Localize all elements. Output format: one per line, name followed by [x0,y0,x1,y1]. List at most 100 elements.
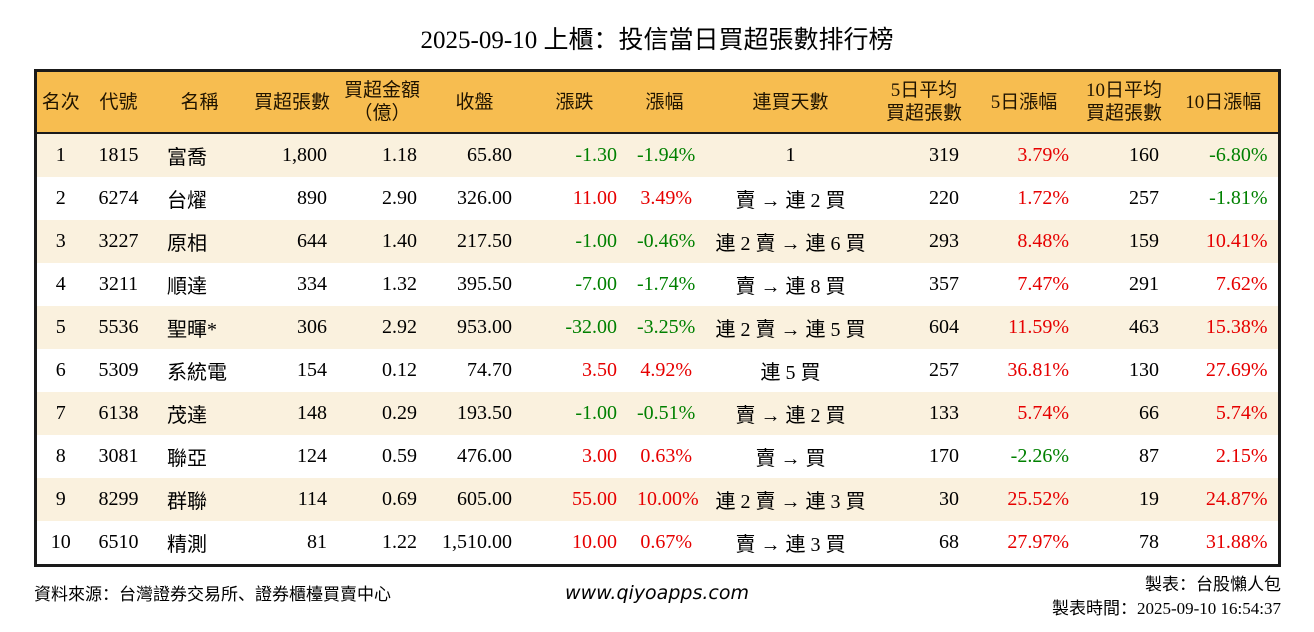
pct10-cell: 24.87% [1205,488,1268,510]
code-cell: 3081 [98,445,139,467]
rank-cell: 4 [55,273,66,295]
close-cell: 74.70 [467,359,512,381]
rank-cell: 6 [55,359,66,381]
header-close: 收盤 [427,70,522,134]
rank-cell: 3 [55,230,66,252]
data-source: 資料來源：台灣證券交易所、證券櫃檯買賣中心 [34,585,391,604]
net-buy-shares-cell: 1,800 [282,144,327,166]
pct5-cell: -2.26% [1010,445,1069,467]
header-avg5: 5日平均 買超張數 [879,70,969,134]
avg10-cell: 130 [1129,359,1159,381]
change-cell: -1.30 [575,144,617,166]
change-cell: -32.00 [565,316,617,338]
header-net-buy-amount: 買超金額 （億） [337,70,427,134]
change-pct-cell: -3.25% [637,316,696,338]
table-body: 1 1815 富喬 1,800 1.18 65.80 -1.30 -1.94% … [35,133,1279,566]
net-buy-shares-cell: 306 [297,316,327,338]
avg5-cell: 68 [939,531,959,553]
streak-cell: 連 2 賣 → 連 3 買 [715,491,866,513]
close-cell: 395.50 [457,273,512,295]
pct5-cell: 36.81% [1007,359,1069,381]
change-pct-cell: 10.00% [637,488,699,510]
pct10-cell: 31.88% [1205,531,1268,553]
table-row: 10 6510 精測 81 1.22 1,510.00 10.00 0.67% … [35,521,1279,566]
name-cell: 台燿 [167,190,207,212]
change-pct-cell: 3.49% [640,187,692,209]
net-buy-shares-cell: 334 [297,273,327,295]
avg10-cell: 291 [1129,273,1159,295]
header-name: 名稱 [152,70,247,134]
pct10-cell: 27.69% [1205,359,1268,381]
code-cell: 6510 [98,531,139,553]
net-buy-shares-cell: 890 [297,187,327,209]
code-cell: 6274 [98,187,139,209]
pct5-cell: 3.79% [1017,144,1069,166]
code-cell: 3227 [98,230,139,252]
name-cell: 順達 [167,276,207,298]
avg5-cell: 357 [929,273,959,295]
name-cell: 茂達 [167,405,207,427]
name-cell: 群聯 [167,491,207,513]
change-cell: -7.00 [575,273,617,295]
close-cell: 65.80 [467,144,512,166]
avg10-cell: 19 [1139,488,1159,510]
net-buy-shares-cell: 148 [297,402,327,424]
report-footer: 資料來源：台灣證券交易所、證券櫃檯買賣中心 www.qiyoapps.com 製… [0,572,1314,622]
table-row: 5 5536 聖暉* 306 2.92 953.00 -32.00 -3.25%… [35,306,1279,349]
net-buy-amount-cell: 1.32 [382,273,417,295]
name-cell: 富喬 [167,147,207,169]
streak-cell: 連 2 賣 → 連 5 買 [715,319,866,341]
table-row: 7 6138 茂達 148 0.29 193.50 -1.00 -0.51% 賣… [35,392,1279,435]
change-pct-cell: -1.74% [637,273,696,295]
close-cell: 1,510.00 [442,531,512,553]
maker-text: 製表：台股懶人包 [1145,575,1281,594]
close-cell: 217.50 [457,230,512,252]
avg5-cell: 133 [929,402,959,424]
close-cell: 326.00 [457,187,512,209]
table-header: 名次 代號 名稱 買超張數 買超金額 （億） 收盤 漲跌 漲幅 連買天數 5日平… [35,70,1279,134]
avg10-cell: 78 [1139,531,1159,553]
change-pct-cell: -0.51% [637,402,696,424]
header-change-pct: 漲幅 [627,70,702,134]
avg5-cell: 319 [929,144,959,166]
table-row: 6 5309 系統電 154 0.12 74.70 3.50 4.92% 連 5… [35,349,1279,392]
change-pct-cell: 4.92% [640,359,692,381]
change-pct-cell: 0.63% [640,445,692,467]
code-cell: 1815 [98,144,139,166]
ranking-table: 名次 代號 名稱 買超張數 買超金額 （億） 收盤 漲跌 漲幅 連買天數 5日平… [33,69,1281,567]
avg10-cell: 66 [1139,402,1159,424]
net-buy-amount-cell: 1.18 [382,144,417,166]
pct5-cell: 5.74% [1017,402,1069,424]
header-net-buy-shares: 買超張數 [247,70,337,134]
table-row: 9 8299 群聯 114 0.69 605.00 55.00 10.00% 連… [35,478,1279,521]
pct5-cell: 27.97% [1007,531,1069,553]
rank-cell: 10 [50,531,71,553]
header-avg10: 10日平均 買超張數 [1079,70,1169,134]
streak-cell: 連 2 賣 → 連 6 買 [715,233,866,255]
name-cell: 精測 [167,534,207,556]
pct10-cell: 5.74% [1215,402,1268,424]
name-cell: 聯亞 [167,448,207,470]
code-cell: 8299 [98,488,139,510]
net-buy-amount-cell: 0.69 [382,488,417,510]
change-pct-cell: -1.94% [637,144,696,166]
table-row: 1 1815 富喬 1,800 1.18 65.80 -1.30 -1.94% … [35,133,1279,177]
avg10-cell: 160 [1129,144,1159,166]
change-cell: 3.00 [582,445,617,467]
code-cell: 3211 [98,273,139,295]
avg5-cell: 220 [929,187,959,209]
header-code: 代號 [85,70,152,134]
streak-cell: 1 [785,144,796,166]
pct5-cell: 11.59% [1008,316,1069,338]
timestamp-text: 製表時間：2025-09-10 16:54:37 [1051,599,1281,618]
report-page: 2025-09-10 上櫃：投信當日買超張數排行榜 名次 代號 名稱 買超張數 … [0,20,1314,622]
net-buy-amount-cell: 2.92 [382,316,417,338]
avg10-cell: 463 [1129,316,1159,338]
pct10-cell: -6.80% [1209,144,1268,166]
header-row: 名次 代號 名稱 買超張數 買超金額 （億） 收盤 漲跌 漲幅 連買天數 5日平… [35,70,1279,134]
close-cell: 193.50 [457,402,512,424]
streak-cell: 賣 → 連 3 買 [735,534,846,556]
close-cell: 953.00 [457,316,512,338]
avg5-cell: 293 [929,230,959,252]
net-buy-shares-cell: 154 [297,359,327,381]
